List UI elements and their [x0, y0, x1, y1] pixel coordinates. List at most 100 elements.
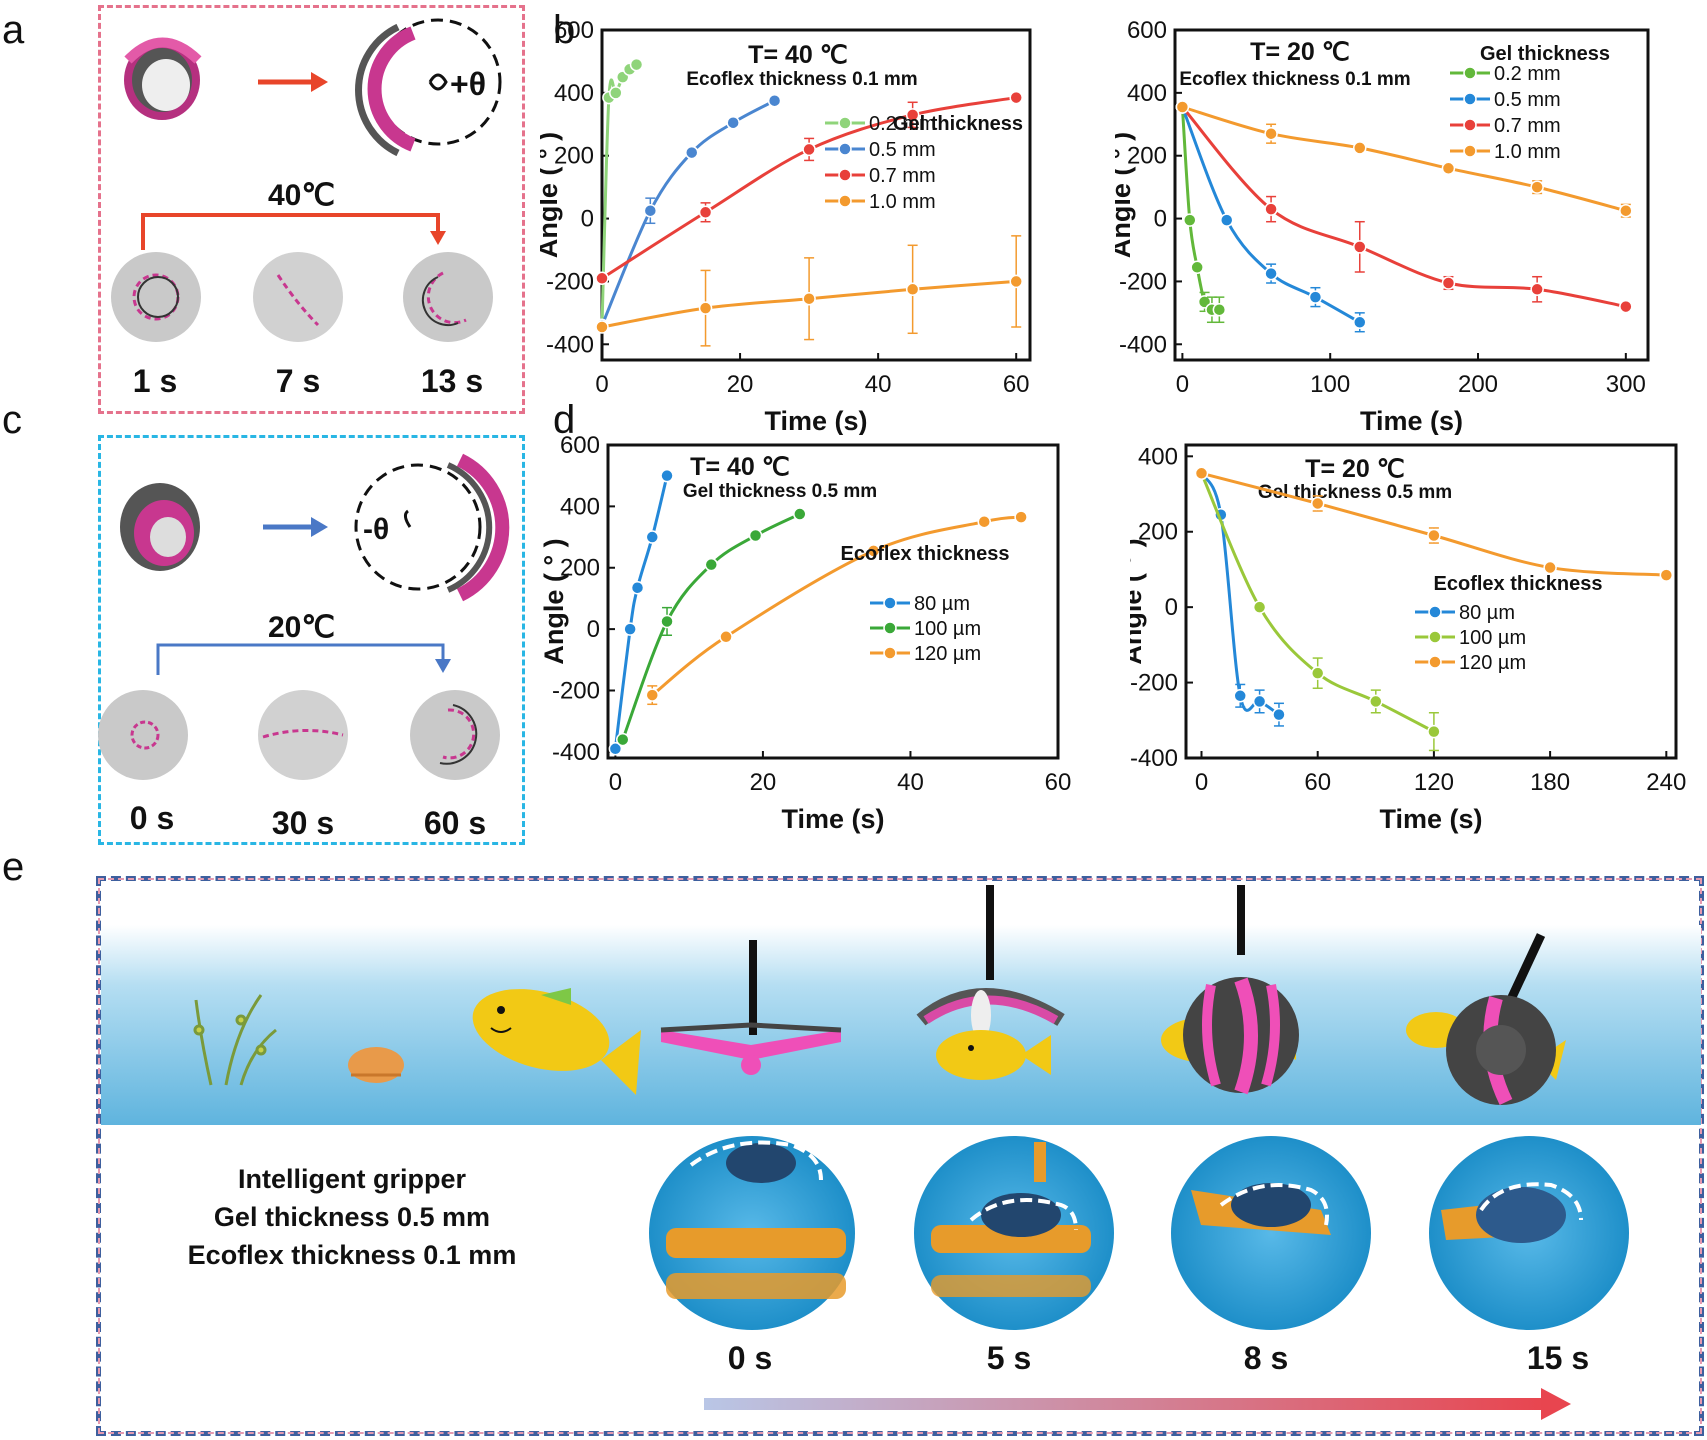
- data-point: [1252, 694, 1267, 709]
- time-progress-arrow: [704, 1388, 1571, 1420]
- x-tick-label: 60: [1045, 769, 1072, 796]
- series-1.0-mm: [595, 235, 1023, 347]
- rolled-strip-icon: [120, 483, 200, 571]
- right-arrow-icon: [263, 517, 328, 537]
- photo-e-3: [1171, 1136, 1371, 1330]
- legend-swatch-marker: [883, 646, 897, 660]
- legend-swatch-marker: [1428, 655, 1442, 669]
- y-tick-label: -200: [1119, 268, 1167, 295]
- panel-letter-a: a: [2, 8, 25, 52]
- y-tick-label: 400: [560, 493, 600, 520]
- data-point: [616, 732, 630, 747]
- data-point: [748, 528, 763, 543]
- y-tick-label: -400: [552, 739, 600, 766]
- y-tick-label: -200: [552, 677, 600, 704]
- panel-letter-b: b: [553, 8, 576, 52]
- timeline-arrow-a: [141, 213, 446, 250]
- data-point: [1353, 240, 1367, 254]
- x-axis-label: Time (s): [764, 406, 867, 435]
- photo-c-3: [410, 690, 500, 780]
- panel-c-illustration: -θ: [98, 453, 510, 780]
- photo-c-2: [258, 690, 348, 780]
- data-point: [645, 530, 660, 544]
- series-line: [1180, 106, 1361, 324]
- data-point: [660, 468, 674, 483]
- legend-label: 1.0 mm: [1494, 141, 1561, 163]
- legend-swatch-marker: [1463, 144, 1477, 158]
- series-0.2-mm: [1175, 100, 1227, 324]
- chart-subtitle: Gel thickness 0.5 mm: [1258, 482, 1452, 503]
- data-point: [660, 614, 674, 629]
- data-point: [1190, 260, 1204, 275]
- legend-label: 80 µm: [1459, 602, 1515, 624]
- x-tick-label: 200: [1458, 371, 1498, 398]
- series-line: [1180, 106, 1220, 312]
- gripper-closing-icon: [916, 885, 1065, 1040]
- y-tick-label: -400: [1130, 745, 1178, 772]
- data-point: [1212, 302, 1227, 317]
- data-point: [1659, 568, 1674, 582]
- data-point: [1219, 213, 1234, 227]
- data-point: [1233, 689, 1247, 703]
- legend-swatch-marker: [1463, 92, 1477, 106]
- data-point: [704, 557, 719, 572]
- legend-label: 0.7 mm: [1494, 115, 1561, 137]
- bending-angle-icon: [355, 18, 502, 157]
- x-tick-label: 20: [750, 769, 777, 796]
- y-tick-label: -200: [1130, 670, 1178, 697]
- data-point: [1183, 213, 1197, 227]
- chart-d-right: 0 60 120 180 240 -400 -200 0 200 400 Time (s) Angle…: [1130, 443, 1686, 834]
- data-point: [1619, 299, 1633, 314]
- data-point: [645, 688, 660, 702]
- temperature-label-c: 20℃: [268, 611, 336, 644]
- legend-label: 120 µm: [914, 643, 981, 665]
- data-point: [1530, 282, 1544, 297]
- temperature-label-a: 40℃: [268, 179, 336, 212]
- bending-angle-icon: [354, 453, 510, 602]
- plot-frame: [1173, 28, 1650, 362]
- legend-swatch-marker: [1463, 66, 1477, 80]
- legend-title: Gel thickness: [893, 113, 1023, 135]
- y-tick-label: -400: [546, 331, 594, 358]
- data-point: [1264, 266, 1278, 281]
- y-axis-label: Angle ( ° ): [540, 538, 569, 664]
- series-80-µm: [1194, 466, 1286, 727]
- x-tick-label: 0: [1195, 769, 1208, 796]
- photo-a-3: [403, 252, 493, 342]
- legend-swatch-marker: [1428, 630, 1442, 644]
- y-tick-label: 0: [587, 616, 600, 643]
- data-point: [684, 145, 699, 160]
- y-axis-label: Angle ( ° ): [540, 132, 563, 258]
- data-point: [1369, 694, 1383, 709]
- data-point: [905, 282, 920, 297]
- legend-label: 0.2 mm: [1494, 63, 1561, 85]
- chart-subtitle: Gel thickness 0.5 mm: [683, 481, 877, 502]
- photo-a-1: [111, 252, 201, 342]
- x-tick-label: 0: [1176, 371, 1189, 398]
- y-tick-label: 600: [1127, 17, 1167, 44]
- data-point: [1009, 90, 1023, 105]
- data-point: [767, 93, 782, 108]
- chart-subtitle: Ecoflex thickness 0.1 mm: [686, 69, 917, 90]
- data-point: [905, 108, 920, 122]
- legend-label: 0.5 mm: [869, 139, 936, 161]
- x-axis-label: Time (s): [781, 804, 884, 834]
- caption-line-2: Gel thickness 0.5 mm: [213, 1202, 491, 1232]
- panel-letter-e: e: [2, 845, 25, 889]
- angle-symbol-c: -θ: [363, 513, 389, 546]
- data-point: [1272, 707, 1286, 722]
- data-point: [1427, 528, 1441, 543]
- time-label-a-1: 1 s: [132, 363, 178, 399]
- data-point: [1441, 161, 1456, 176]
- data-point: [609, 86, 623, 100]
- plot-frame: [600, 28, 1032, 362]
- chart-b-left: 0 20 40 60 -400 -200 0 200 400 600 Time (s) Angle (…: [540, 17, 1032, 435]
- data-point: [1353, 141, 1367, 155]
- data-point: [1543, 560, 1557, 575]
- gripper-lifted-icon: [1406, 933, 1566, 1106]
- series-line: [621, 512, 801, 741]
- chart-subtitle: Ecoflex thickness 0.1 mm: [1179, 69, 1410, 90]
- chart-b-right: 0 100 200 300 -400 -200 0 200 400 600 Time (s) Angl…: [1115, 17, 1650, 435]
- legend-swatch-marker: [838, 168, 852, 182]
- data-point: [629, 57, 644, 72]
